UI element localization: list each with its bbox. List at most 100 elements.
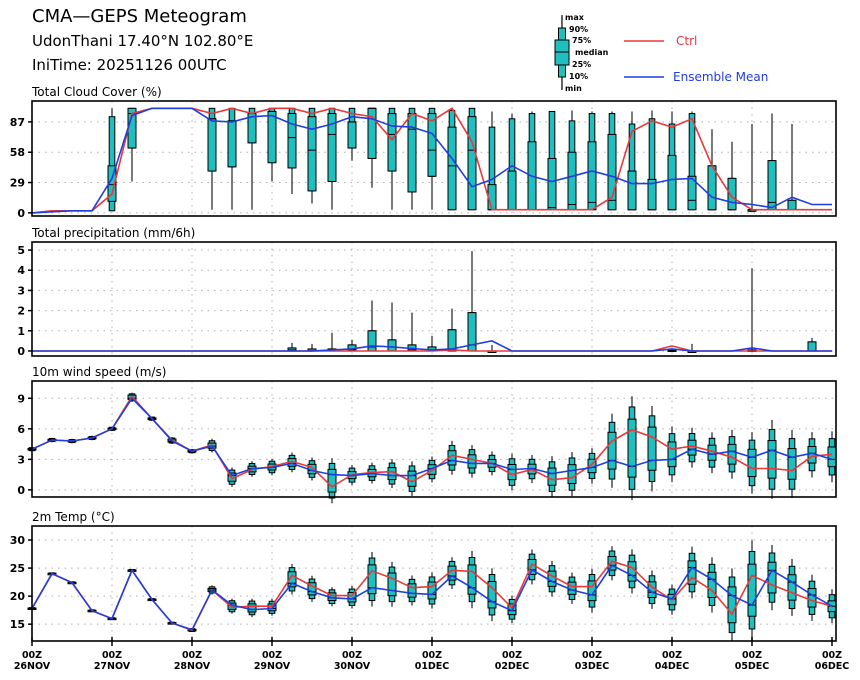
- box-whisker: [327, 332, 337, 352]
- box-whisker: [767, 419, 777, 499]
- ytick-label: 25: [10, 562, 25, 575]
- box-p25-p75: [627, 418, 637, 478]
- box-p25-p75: [687, 439, 697, 456]
- box-p25-p75: [487, 184, 497, 211]
- ytick-label: 2: [17, 305, 25, 318]
- box-p25-p75: [567, 151, 577, 211]
- ytick-label: 0: [17, 484, 25, 497]
- box-whisker: [507, 453, 517, 491]
- box-whisker: [527, 549, 537, 585]
- box-whisker: [407, 461, 417, 496]
- box-whisker: [407, 575, 417, 606]
- ensemble-mean-line: [31, 564, 833, 631]
- box-p25-p75: [727, 443, 737, 465]
- box-whisker: [647, 405, 657, 492]
- box-p25-p75: [307, 116, 317, 192]
- box-whisker: [747, 268, 757, 352]
- panel-title: Total Cloud Cover (%): [31, 85, 162, 99]
- box-whisker: [207, 107, 217, 210]
- box-whisker: [407, 312, 417, 352]
- box-p25-p75: [707, 571, 717, 599]
- box-whisker: [327, 458, 337, 504]
- panel-title: 2m Temp (°C): [32, 510, 115, 524]
- box-p25-p75: [807, 341, 817, 352]
- legend-label-max: max: [565, 13, 585, 22]
- box-whisker: [747, 540, 757, 641]
- xtick-hour-label: 00Z: [262, 650, 282, 661]
- xtick-hour-label: 00Z: [342, 650, 362, 661]
- box-whisker: [667, 426, 677, 483]
- ytick-label: 20: [10, 590, 26, 603]
- panel-title: Total precipitation (mm/6h): [31, 226, 195, 240]
- location-label: UdonThani 17.40°N 102.80°E: [32, 32, 254, 50]
- box-whisker: [447, 308, 457, 352]
- xtick-hour-label: 00Z: [582, 650, 602, 661]
- box-p25-p75: [427, 113, 437, 177]
- box-p25-p75: [647, 426, 657, 471]
- ytick-label: 4: [17, 264, 25, 277]
- box-whisker: [307, 575, 317, 602]
- box-p25-p75: [767, 440, 777, 479]
- box-whisker: [687, 111, 697, 211]
- ensemble-mean-line: [32, 340, 832, 352]
- box-p25-p75: [207, 118, 217, 172]
- legend-label-p90: 90%: [569, 25, 588, 34]
- box-whisker: [807, 574, 817, 621]
- box-whisker: [667, 349, 677, 352]
- box-p25-p75: [547, 467, 557, 486]
- box-whisker: [627, 549, 637, 594]
- box-p25-p75: [667, 441, 677, 468]
- ytick-label: 29: [10, 177, 25, 190]
- box-whisker: [127, 107, 137, 182]
- init-time-label: IniTime: 20251126 00UTC: [32, 56, 227, 74]
- xtick-date-label: 30NOV: [334, 661, 371, 672]
- box-p25-p75: [267, 110, 277, 164]
- box-whisker: [647, 110, 657, 211]
- box-whisker: [607, 111, 617, 211]
- box-whisker: [547, 560, 557, 597]
- legend-ctrl-label: Ctrl: [676, 34, 697, 48]
- box-whisker: [307, 343, 317, 352]
- box-p25-p75: [587, 141, 597, 211]
- box-whisker: [467, 550, 477, 609]
- xtick-hour-label: 00Z: [662, 650, 682, 661]
- box-whisker: [707, 557, 717, 613]
- box-p25-p75: [227, 120, 237, 168]
- box-whisker: [367, 552, 377, 607]
- box-p25-p75: [307, 582, 317, 596]
- panel-frame: [31, 241, 837, 357]
- ytick-label: 87: [10, 116, 25, 129]
- box-whisker: [387, 561, 397, 607]
- box-p25-p75: [727, 586, 737, 624]
- box-whisker: [307, 107, 317, 204]
- box-whisker: [627, 396, 637, 501]
- box-p25-p75: [787, 448, 797, 480]
- box-p25-p75: [407, 583, 417, 598]
- xtick-date-label: 27NOV: [94, 661, 131, 672]
- box-p25-p75: [447, 329, 457, 352]
- box-p25-p75: [827, 446, 837, 468]
- box-p25-p75: [367, 330, 377, 352]
- box-p25-p75: [387, 113, 397, 172]
- box-p25-p75: [707, 165, 717, 211]
- ytick-label: 0: [17, 207, 25, 220]
- box-whisker: [427, 572, 437, 609]
- box-whisker: [767, 544, 777, 611]
- box-whisker: [607, 413, 617, 488]
- xtick-hour-label: 00Z: [822, 650, 842, 661]
- box-p25-p75: [807, 588, 817, 608]
- legend-label-median: median: [575, 48, 609, 57]
- xtick-date-label: 26NOV: [14, 661, 51, 672]
- box-p25-p75: [247, 603, 257, 613]
- box-p25-p75: [407, 113, 417, 193]
- box-p25-p75: [367, 564, 377, 595]
- box-p25-p75: [747, 563, 757, 617]
- box-p10-p90: [108, 116, 116, 212]
- xtick-hour-label: 00Z: [102, 650, 122, 661]
- box-whisker: [747, 124, 757, 212]
- box-whisker: [467, 107, 477, 211]
- ytick-label: 0: [17, 345, 25, 358]
